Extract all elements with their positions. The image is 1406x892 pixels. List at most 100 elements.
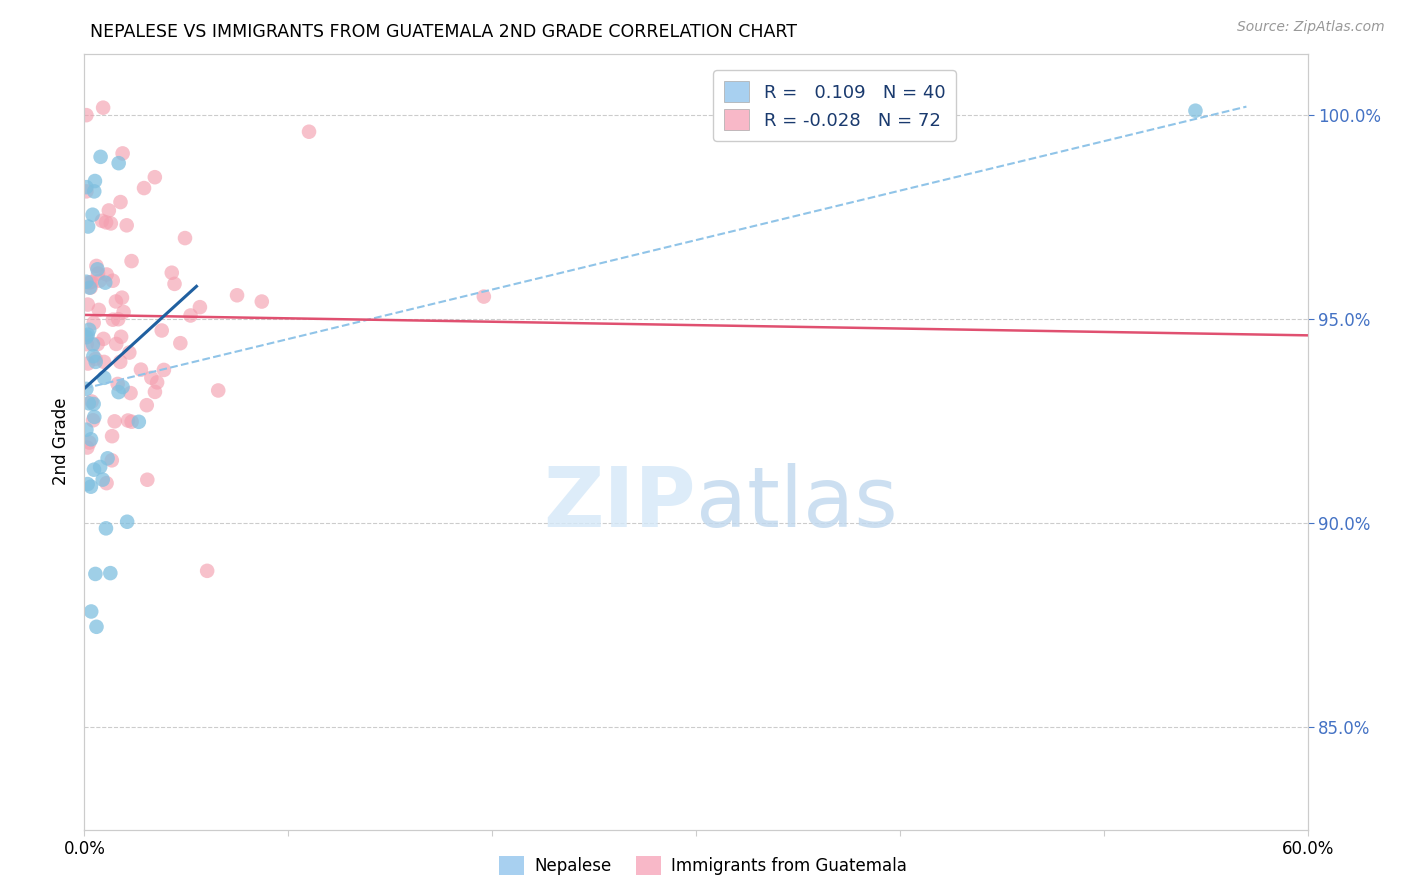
Point — [180, 309, 202, 323]
Point — [76, 327, 98, 342]
Point — [153, 363, 176, 377]
Point — [163, 277, 186, 291]
Point — [101, 429, 124, 443]
Point — [76, 337, 98, 351]
Point — [111, 146, 134, 161]
Point — [75, 330, 97, 344]
Point — [76, 441, 98, 455]
Text: atlas: atlas — [696, 463, 897, 544]
Point — [79, 276, 101, 290]
Point — [118, 345, 141, 359]
Point — [76, 477, 98, 491]
Point — [89, 459, 111, 474]
Point — [83, 397, 105, 411]
Point — [84, 351, 107, 366]
Point — [141, 371, 163, 385]
Point — [75, 423, 97, 437]
Point — [107, 156, 129, 170]
Point — [226, 288, 249, 302]
Point — [143, 170, 166, 185]
Point — [146, 376, 169, 390]
Point — [250, 294, 273, 309]
Point — [82, 337, 104, 351]
Point — [195, 564, 218, 578]
Point — [120, 386, 142, 401]
Point — [79, 280, 101, 294]
Point — [105, 337, 128, 351]
Point — [1184, 103, 1206, 118]
Point — [128, 415, 150, 429]
Point — [83, 409, 105, 424]
Point — [107, 312, 129, 326]
Point — [298, 125, 321, 139]
Point — [91, 473, 114, 487]
Y-axis label: 2nd Grade: 2nd Grade — [52, 398, 70, 485]
Point — [80, 605, 103, 619]
Point — [101, 453, 124, 467]
Point — [75, 185, 97, 199]
Point — [94, 521, 117, 535]
Point — [115, 515, 138, 529]
Point — [174, 231, 197, 245]
Point — [101, 312, 124, 326]
Point — [75, 382, 97, 396]
Point — [75, 180, 97, 194]
Text: Source: ZipAtlas.com: Source: ZipAtlas.com — [1237, 20, 1385, 34]
Point — [100, 216, 122, 230]
Point — [111, 380, 134, 394]
Point — [101, 274, 124, 288]
Point — [143, 384, 166, 399]
Point — [94, 276, 117, 290]
Point — [111, 291, 134, 305]
Point — [121, 254, 143, 268]
Point — [75, 275, 97, 289]
Point — [91, 214, 114, 228]
Point — [135, 398, 157, 412]
Point — [93, 371, 115, 385]
Point — [84, 566, 107, 581]
Point — [77, 396, 100, 410]
Point — [129, 362, 152, 376]
Point — [132, 181, 155, 195]
Point — [94, 215, 117, 229]
Point — [207, 384, 229, 398]
Text: ZIP: ZIP — [544, 463, 696, 544]
Point — [76, 297, 98, 311]
Point — [90, 150, 112, 164]
Point — [136, 473, 159, 487]
Legend: Nepalese, Immigrants from Guatemala: Nepalese, Immigrants from Guatemala — [492, 849, 914, 882]
Point — [96, 476, 118, 491]
Point — [80, 480, 103, 494]
Point — [86, 259, 108, 273]
Point — [104, 294, 127, 309]
Point — [83, 316, 105, 330]
Point — [107, 385, 129, 400]
Point — [83, 463, 105, 477]
Point — [89, 274, 111, 288]
Point — [91, 101, 114, 115]
Point — [79, 435, 101, 450]
Point — [77, 357, 100, 371]
Point — [86, 337, 108, 351]
Point — [121, 415, 143, 429]
Point — [83, 185, 105, 199]
Point — [188, 300, 211, 314]
Point — [82, 413, 104, 427]
Point — [77, 323, 100, 337]
Point — [97, 203, 120, 218]
Point — [86, 262, 108, 277]
Point — [169, 336, 191, 351]
Point — [117, 413, 139, 427]
Point — [87, 267, 110, 281]
Point — [98, 566, 121, 581]
Point — [80, 394, 103, 409]
Point — [82, 349, 104, 363]
Point — [472, 289, 495, 303]
Point — [150, 324, 173, 338]
Point — [87, 302, 110, 317]
Point — [75, 330, 97, 344]
Point — [97, 451, 120, 466]
Point — [80, 433, 103, 447]
Point — [75, 108, 97, 122]
Point — [110, 195, 132, 210]
